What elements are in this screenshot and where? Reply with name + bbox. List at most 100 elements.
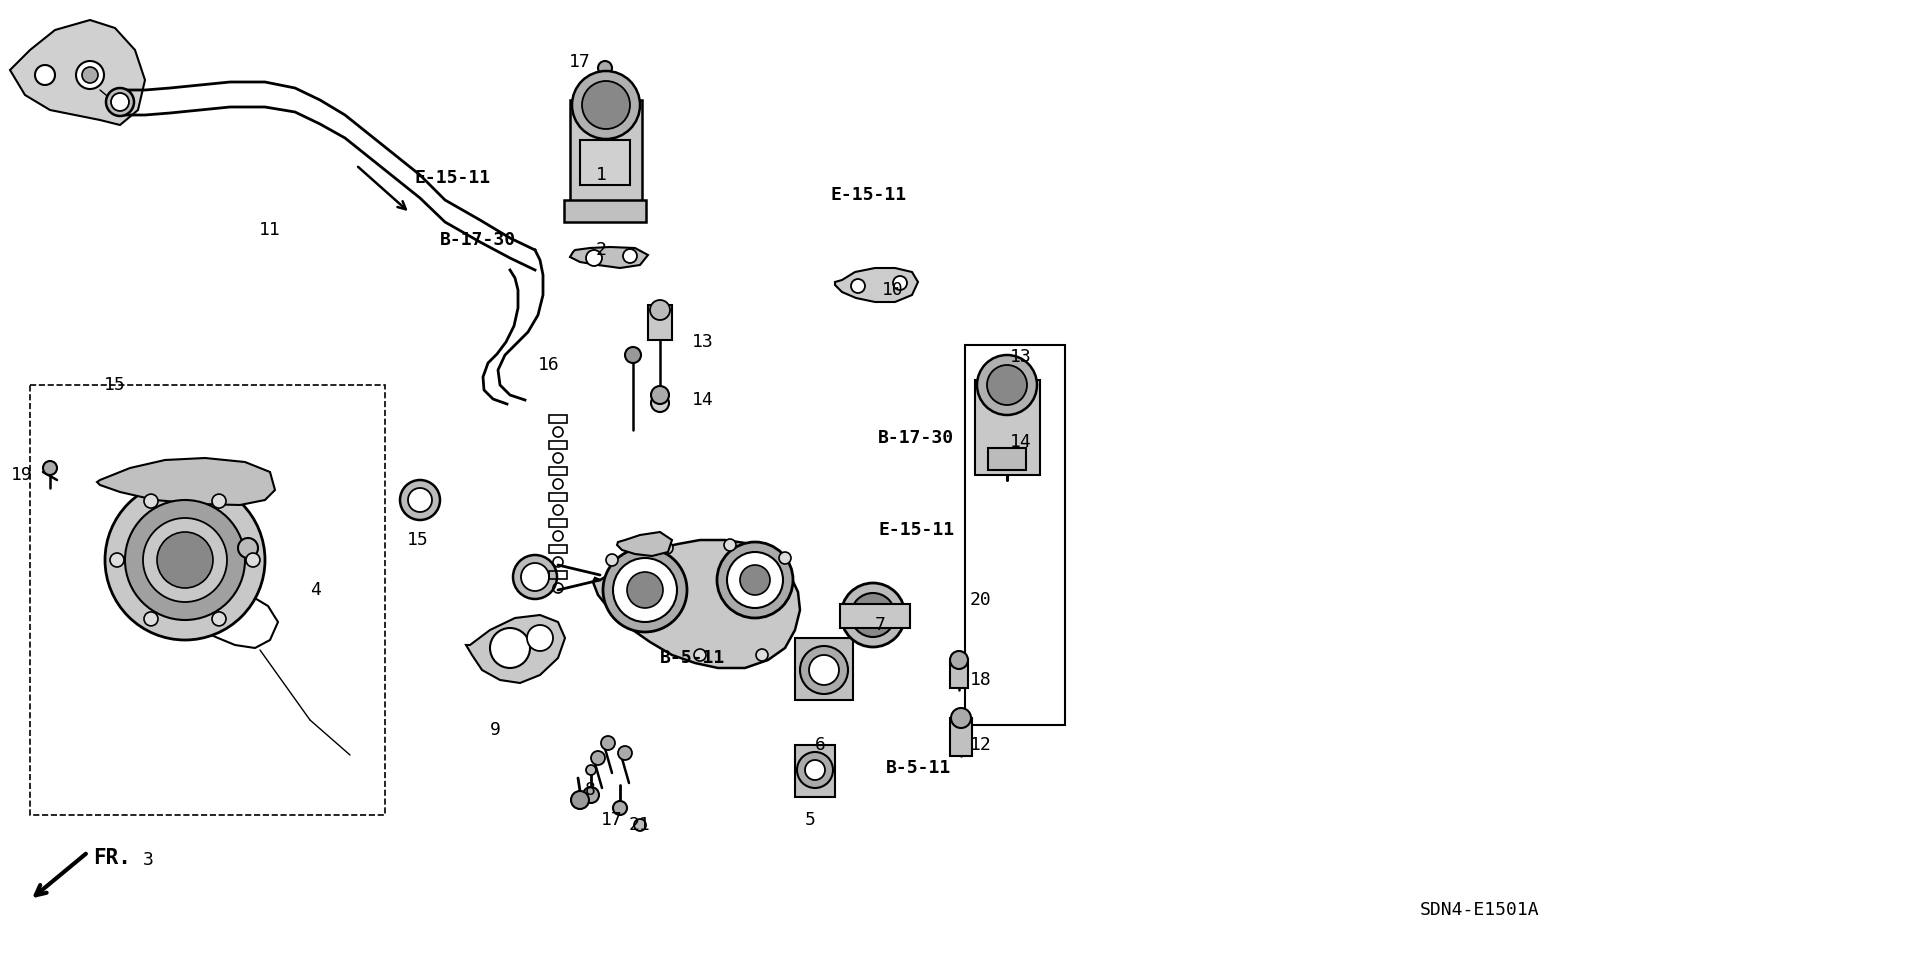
Circle shape: [634, 819, 645, 831]
Circle shape: [780, 552, 791, 564]
Circle shape: [651, 386, 668, 404]
Text: 17: 17: [568, 53, 591, 71]
Text: 11: 11: [259, 221, 280, 239]
Circle shape: [106, 88, 134, 116]
Text: 1: 1: [595, 166, 607, 184]
Circle shape: [851, 593, 895, 637]
Text: 14: 14: [691, 391, 714, 409]
Text: 16: 16: [538, 356, 561, 374]
Circle shape: [106, 480, 265, 640]
Text: 2: 2: [595, 241, 607, 259]
Polygon shape: [835, 268, 918, 302]
Text: E-15-11: E-15-11: [877, 521, 954, 539]
Text: E-15-11: E-15-11: [829, 186, 906, 204]
Circle shape: [804, 760, 826, 780]
Bar: [549, 545, 566, 553]
Polygon shape: [98, 458, 275, 505]
Circle shape: [597, 61, 612, 75]
Text: 3: 3: [142, 851, 154, 869]
Circle shape: [572, 71, 639, 139]
Text: 20: 20: [970, 591, 993, 609]
Circle shape: [584, 787, 599, 803]
Bar: [580, 140, 630, 185]
Bar: [549, 571, 566, 579]
Circle shape: [612, 558, 678, 622]
Bar: [649, 305, 672, 340]
Text: FR.: FR.: [92, 848, 131, 868]
Bar: [31, 385, 386, 815]
Text: 12: 12: [970, 736, 993, 754]
Circle shape: [622, 249, 637, 263]
Polygon shape: [570, 247, 649, 268]
Text: 7: 7: [876, 616, 885, 634]
Polygon shape: [10, 20, 146, 125]
Text: 19: 19: [12, 466, 33, 484]
Circle shape: [660, 542, 674, 554]
Circle shape: [607, 554, 618, 566]
Circle shape: [109, 95, 131, 115]
Bar: [966, 345, 1066, 725]
Text: 15: 15: [104, 376, 127, 394]
Text: B-17-30: B-17-30: [877, 429, 954, 447]
Text: SDN4-E1501A: SDN4-E1501A: [1421, 901, 1540, 919]
Circle shape: [77, 61, 104, 89]
Circle shape: [851, 279, 866, 293]
Circle shape: [612, 801, 628, 815]
Circle shape: [513, 555, 557, 599]
Bar: [549, 467, 566, 475]
Text: 8: 8: [584, 781, 595, 799]
Circle shape: [591, 751, 605, 765]
Circle shape: [977, 355, 1037, 415]
Circle shape: [724, 539, 735, 551]
Circle shape: [651, 394, 668, 412]
Bar: [570, 100, 641, 210]
Circle shape: [526, 625, 553, 651]
Bar: [989, 448, 1025, 470]
Text: B-5-11: B-5-11: [885, 759, 950, 777]
Polygon shape: [616, 532, 672, 556]
Bar: [841, 604, 910, 628]
Circle shape: [601, 736, 614, 750]
Text: 10: 10: [881, 281, 904, 299]
Circle shape: [728, 552, 783, 608]
Circle shape: [651, 300, 670, 320]
Circle shape: [603, 548, 687, 632]
Circle shape: [801, 646, 849, 694]
Circle shape: [142, 518, 227, 602]
Circle shape: [739, 565, 770, 595]
Circle shape: [109, 553, 125, 567]
Circle shape: [586, 250, 603, 266]
Circle shape: [42, 461, 58, 475]
Bar: [950, 718, 972, 756]
Text: E-15-11: E-15-11: [415, 169, 492, 187]
Bar: [549, 415, 566, 423]
Circle shape: [111, 93, 129, 111]
Circle shape: [211, 494, 227, 508]
Circle shape: [893, 276, 906, 290]
Bar: [564, 200, 645, 222]
Circle shape: [399, 480, 440, 520]
Circle shape: [211, 612, 227, 626]
Circle shape: [586, 765, 595, 775]
Bar: [549, 441, 566, 449]
Circle shape: [582, 81, 630, 129]
Circle shape: [841, 583, 904, 647]
Text: 15: 15: [407, 531, 428, 549]
Circle shape: [716, 542, 793, 618]
Circle shape: [950, 708, 972, 728]
Bar: [549, 493, 566, 501]
Circle shape: [157, 532, 213, 588]
Circle shape: [520, 563, 549, 591]
Circle shape: [628, 572, 662, 608]
Circle shape: [35, 65, 56, 85]
Text: 5: 5: [804, 811, 816, 829]
Circle shape: [125, 500, 246, 620]
Text: 9: 9: [490, 721, 501, 739]
Text: 14: 14: [1010, 433, 1031, 451]
Bar: [950, 660, 968, 688]
Text: B-17-30: B-17-30: [440, 231, 516, 249]
Polygon shape: [467, 615, 564, 683]
Circle shape: [797, 752, 833, 788]
Circle shape: [987, 365, 1027, 405]
Text: 18: 18: [970, 671, 993, 689]
